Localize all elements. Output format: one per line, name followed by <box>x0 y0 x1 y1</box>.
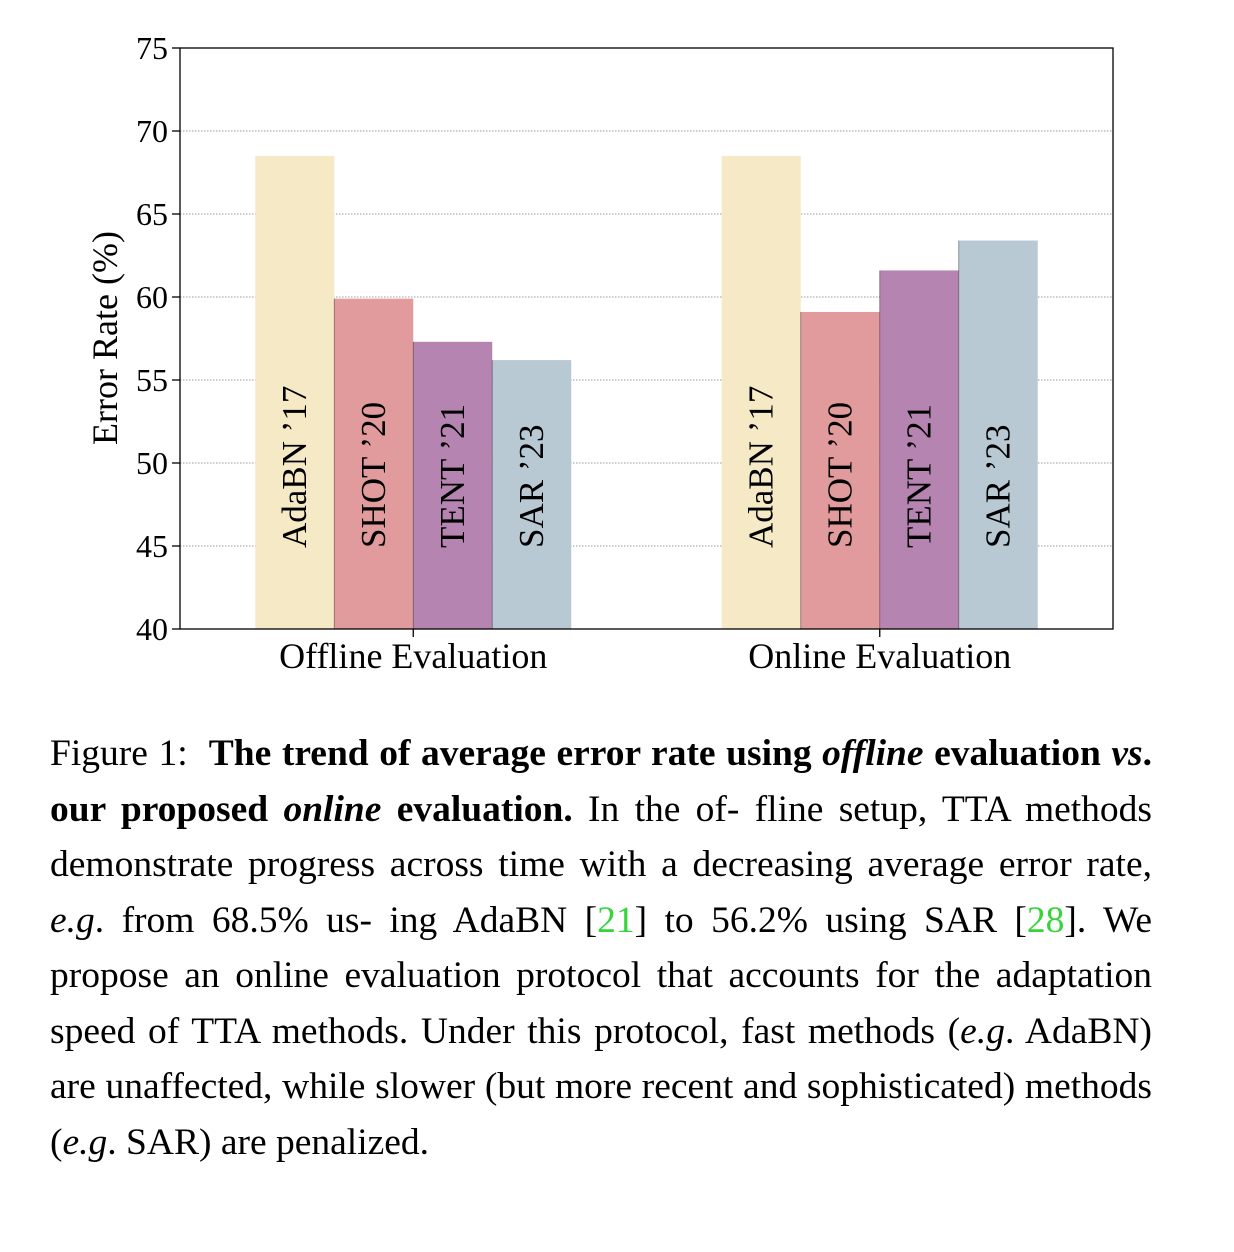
bar <box>800 311 880 629</box>
caption-text-2: . from 68.5% us- ing AdaBN [ <box>94 899 598 941</box>
y-tick-label: 75 <box>136 30 168 66</box>
bar <box>721 155 801 629</box>
caption-text-4: ]. We propose an online evaluation proto… <box>50 899 1153 1052</box>
caption-eg-2: e.g <box>960 1010 1005 1052</box>
bar-label: TENT ’21 <box>899 404 938 548</box>
bars <box>255 155 1038 629</box>
y-tick-label: 50 <box>136 445 168 481</box>
y-tick-label: 70 <box>136 113 168 149</box>
caption-offline: offline <box>822 733 924 774</box>
caption-text-3: ] to 56.2% using SAR [ <box>634 899 1027 941</box>
bar-label: TENT ’21 <box>433 404 472 548</box>
bar <box>255 155 335 629</box>
bar-label: SAR ’23 <box>512 425 551 549</box>
bar <box>492 360 572 629</box>
bar-label: SAR ’23 <box>978 425 1017 549</box>
bar <box>958 240 1038 629</box>
bar-chart: AdaBN ’17 SHOT ’20 TENT ’21 SAR ’23 AdaBN ’1… <box>85 30 1114 676</box>
citation-28[interactable]: 28 <box>1026 899 1065 941</box>
bar-label: SHOT ’20 <box>820 402 859 548</box>
x-axis-ticks: Offline Evaluation Online Evaluation <box>279 629 1011 676</box>
bar-labels: AdaBN ’17 SHOT ’20 TENT ’21 SAR ’23 AdaBN ’1… <box>275 386 1018 548</box>
caption-eg-3: e.g <box>62 1121 108 1163</box>
bar-label: AdaBN ’17 <box>275 386 314 548</box>
caption-eg-1: e.g <box>50 899 95 941</box>
y-tick-label: 45 <box>136 528 168 564</box>
plot-frame <box>179 47 1114 630</box>
caption-online: online <box>283 788 382 830</box>
figure-caption: Figure 1: The trend of average error rat… <box>50 726 1152 1170</box>
caption-bold-2: evaluation <box>934 733 1101 774</box>
y-axis-ticks: 40 45 50 55 60 65 70 75 <box>136 30 180 647</box>
caption-text-1: In the of- fline setup, TTA methods demo… <box>50 788 1153 886</box>
caption-text-6: . SAR) are penalized. <box>107 1121 430 1163</box>
bar <box>879 270 959 629</box>
x-tick-label: Offline Evaluation <box>279 636 547 676</box>
bar-label: AdaBN ’17 <box>741 386 780 548</box>
bar <box>413 341 493 629</box>
y-tick-label: 60 <box>136 279 168 315</box>
bar <box>334 298 414 629</box>
figure-label: Figure 1: <box>50 733 188 774</box>
bar-label: SHOT ’20 <box>354 402 393 548</box>
caption-bold-4: evaluation. <box>396 788 573 830</box>
y-tick-label: 65 <box>136 196 168 232</box>
y-tick-label: 40 <box>136 611 168 647</box>
y-tick-label: 55 <box>136 362 168 398</box>
caption-vs: vs <box>1111 733 1143 774</box>
caption-text-5: . AdaBN) are unaffected, while slower (b… <box>50 1010 1152 1163</box>
citation-21[interactable]: 21 <box>597 899 635 941</box>
caption-bold-3: . our proposed <box>50 733 1152 830</box>
x-tick-label: Online Evaluation <box>748 636 1011 676</box>
y-axis-label: Error Rate (%) <box>85 231 125 445</box>
caption-bold-1: The trend of average error rate using <box>208 733 812 774</box>
